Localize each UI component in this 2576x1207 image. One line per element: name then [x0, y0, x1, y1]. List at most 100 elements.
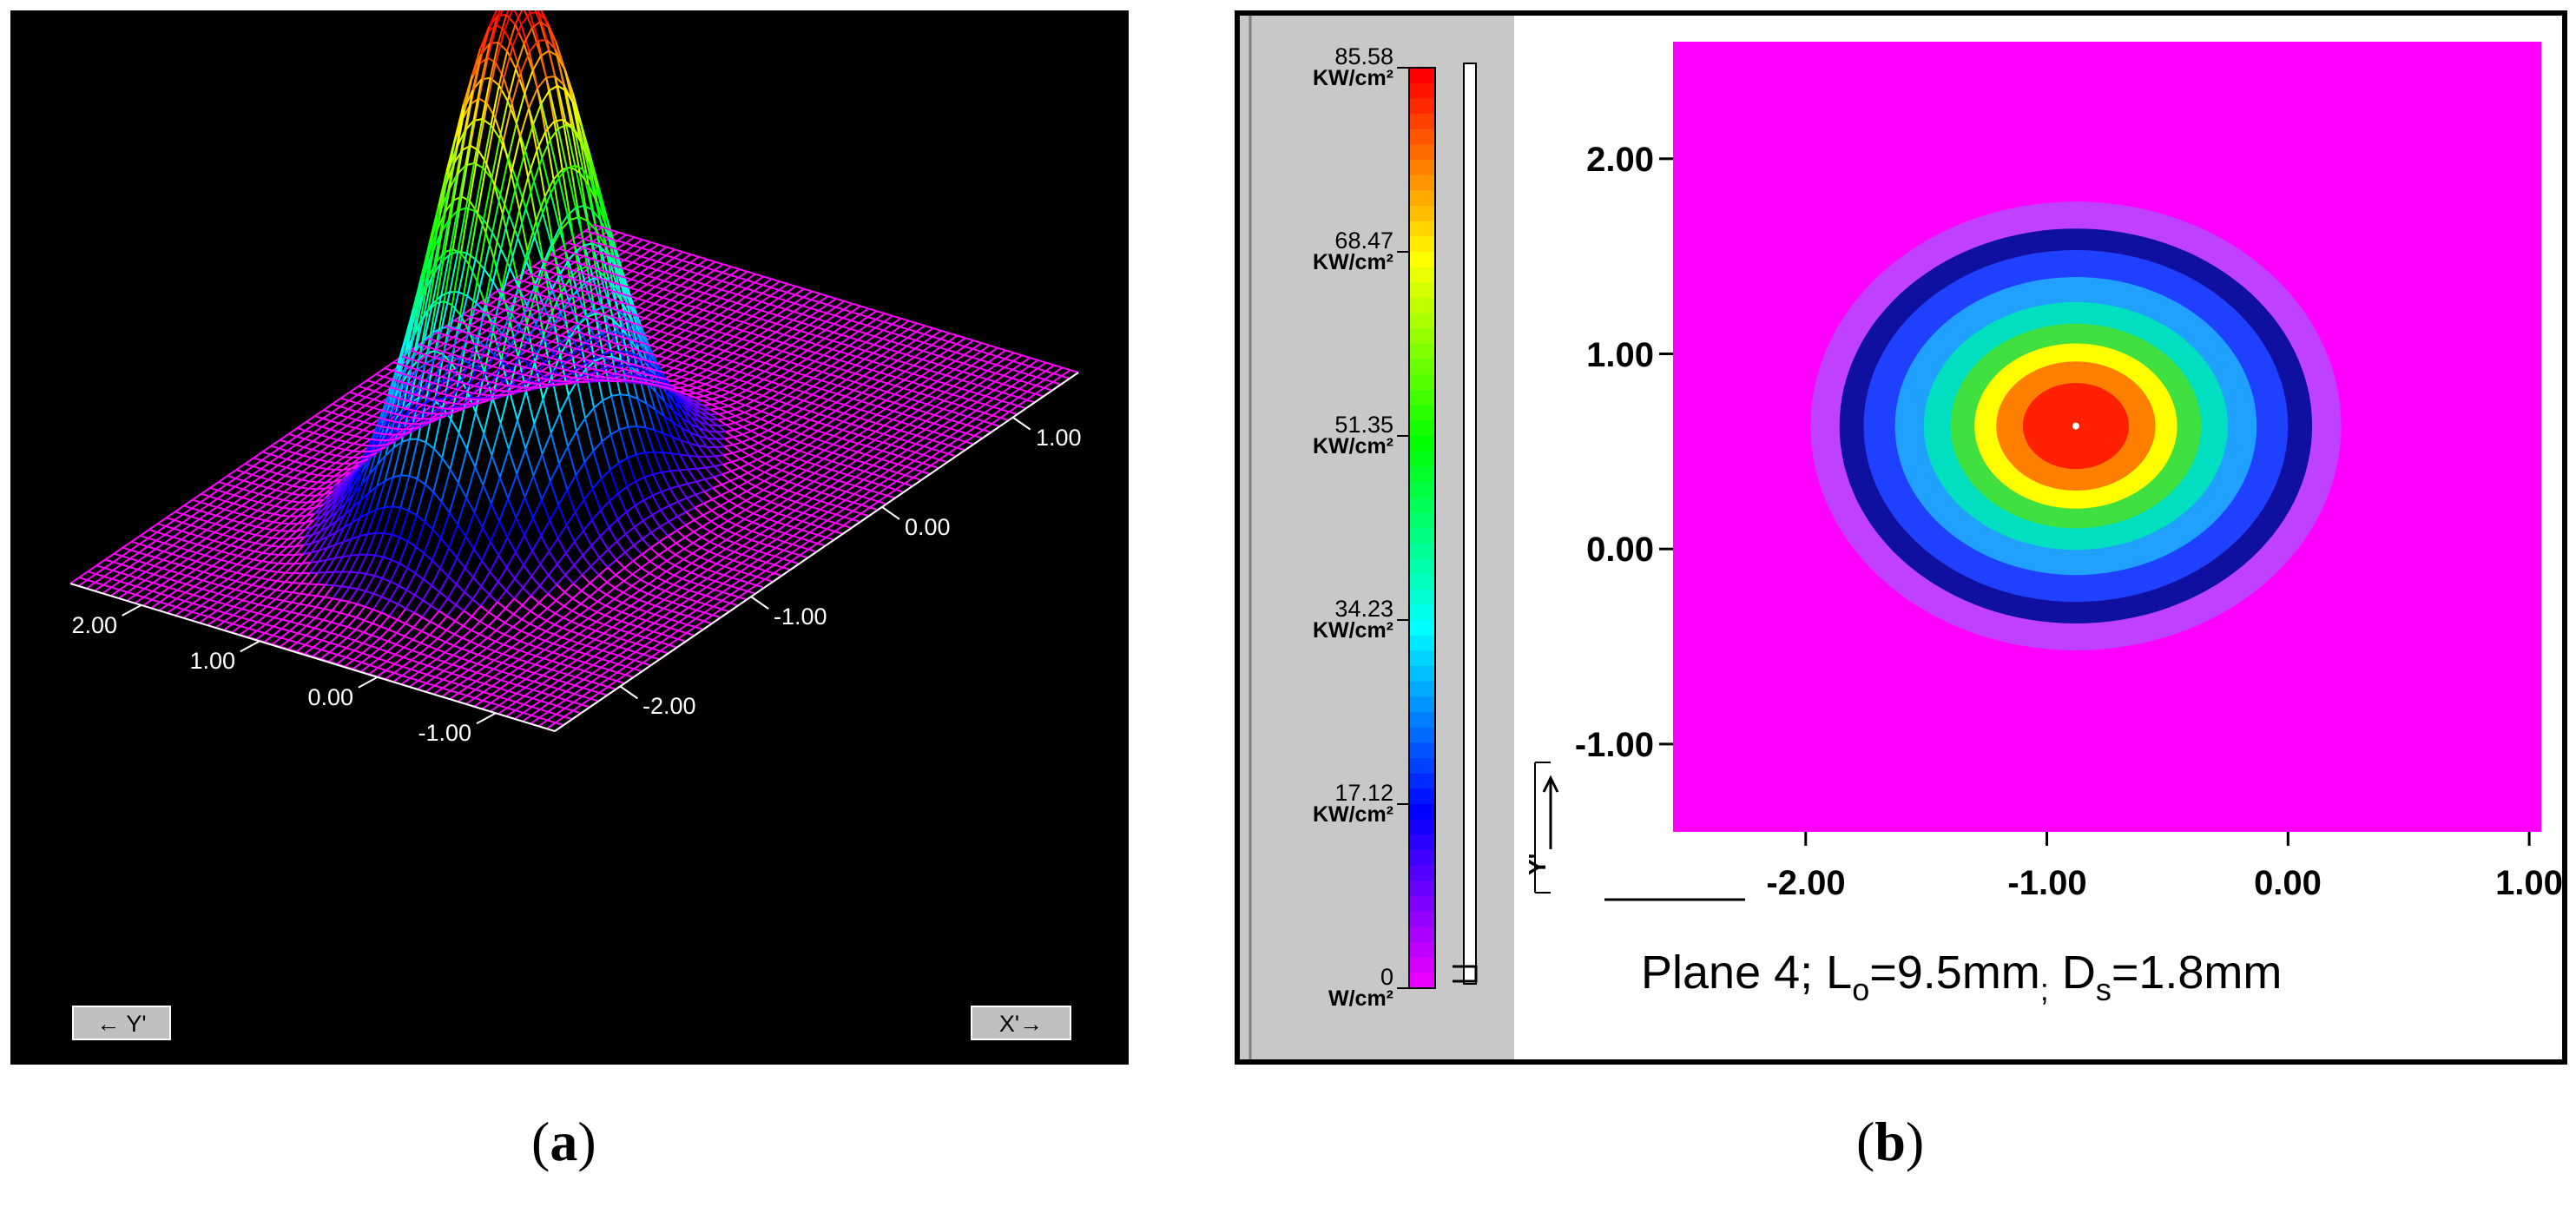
- surface-mesh-line: [316, 493, 325, 497]
- surface-mesh-line: [1012, 354, 1023, 362]
- surface-mesh-line: [670, 452, 681, 456]
- surface-mesh-line: [977, 386, 987, 395]
- surface-mesh-line: [333, 556, 344, 573]
- surface-mesh-line: [918, 394, 929, 403]
- surface-mesh-line: [737, 279, 748, 287]
- surface-mesh-line: [225, 500, 234, 505]
- surface-mesh-line: [297, 508, 308, 518]
- surface-mesh-line: [481, 527, 491, 543]
- surface-mesh-line: [269, 561, 279, 564]
- surface-mesh-line: [623, 261, 633, 270]
- surface-mesh-line: [619, 637, 629, 643]
- surface-mesh-line: [323, 597, 333, 610]
- surface-mesh-line: [741, 539, 752, 547]
- surface-mesh-line: [629, 614, 639, 619]
- surface-mesh-line: [290, 610, 300, 616]
- surface-mesh-line: [209, 584, 220, 592]
- surface-mesh-line: [336, 656, 346, 665]
- surface-mesh-line: [704, 597, 715, 605]
- surface-mesh-line: [273, 521, 282, 524]
- surface-mesh-line: [695, 383, 706, 389]
- surface-mesh-line: [758, 328, 768, 337]
- surface-mesh-line: [645, 426, 656, 432]
- surface-mesh-line: [332, 571, 343, 586]
- surface-mesh-line: [1011, 363, 1022, 371]
- surface-mesh-line: [984, 398, 995, 406]
- surface-mesh-line: [602, 643, 612, 652]
- surface-mesh-line: [878, 382, 888, 391]
- surface-mesh-line: [688, 373, 699, 380]
- surface-mesh-line: [818, 407, 828, 415]
- surface-mesh-line: [945, 377, 955, 385]
- surface-mesh-line: [452, 648, 463, 656]
- surface-mesh-line: [475, 674, 485, 683]
- surface-mesh-line: [451, 253, 462, 306]
- surface-mesh-line: [234, 472, 245, 479]
- surface-mesh-line: [155, 557, 164, 561]
- surface-mesh-line: [418, 664, 428, 673]
- surface-mesh-line: [253, 551, 264, 561]
- surface-mesh-line: [435, 252, 446, 304]
- surface-mesh-line: [661, 299, 672, 307]
- surface-mesh-line: [547, 273, 558, 281]
- surface-mesh-line: [321, 639, 331, 644]
- surface-mesh-line: [789, 355, 800, 363]
- surface-mesh-line: [459, 675, 469, 680]
- surface-mesh-line: [550, 334, 562, 343]
- surface-mesh-line: [458, 692, 467, 697]
- surface-mesh-line: [691, 342, 702, 351]
- surface-mesh-line: [471, 621, 481, 631]
- surface-mesh-line: [580, 582, 591, 592]
- surface-mesh-line: [583, 664, 594, 672]
- surface-mesh-line: [583, 687, 591, 691]
- surface-mesh-line: [304, 653, 313, 657]
- surface-mesh-line: [616, 541, 626, 553]
- surface-mesh-line: [320, 642, 331, 651]
- surface-mesh-line: [346, 617, 358, 628]
- surface-mesh-line: [629, 599, 640, 607]
- surface-mesh-line: [173, 527, 182, 532]
- surface-mesh-line: [963, 348, 973, 356]
- surface-mesh-line: [655, 271, 665, 280]
- surface-mesh-line: [537, 620, 548, 629]
- surface-mesh-line: [718, 411, 728, 415]
- surface-mesh-line: [847, 347, 858, 355]
- surface-mesh-line: [662, 610, 672, 618]
- surface-mesh-line: [938, 357, 948, 366]
- surface-mesh-line: [943, 393, 953, 402]
- surface-mesh-line: [330, 612, 341, 623]
- surface-mesh-line: [840, 336, 851, 345]
- surface-mesh-line: [662, 616, 671, 621]
- surface-mesh-line: [372, 596, 383, 610]
- surface-mesh-line: [433, 448, 443, 458]
- surface-mesh-line: [181, 516, 192, 524]
- surface-mesh-line: [665, 248, 675, 257]
- surface-mesh-line: [693, 317, 703, 326]
- surface-mesh-line: [321, 504, 332, 511]
- surface-mesh-line: [530, 714, 540, 719]
- surface-mesh-line: [842, 414, 853, 423]
- surface-mesh-line: [486, 647, 496, 652]
- surface-mesh-line: [505, 577, 516, 591]
- surface-mesh-line: [574, 511, 584, 531]
- surface-mesh-line: [485, 650, 496, 659]
- surface-mesh-line: [308, 474, 319, 483]
- surface-mesh-line: [616, 511, 627, 520]
- surface-mesh-line: [743, 307, 754, 315]
- surface-mesh-line: [743, 512, 754, 520]
- surface-mesh-line: [328, 439, 339, 447]
- surface-mesh-line: [932, 433, 942, 441]
- surface-mesh-line: [480, 585, 491, 596]
- surface-mesh-line: [479, 605, 490, 613]
- surface-mesh-line: [640, 249, 650, 258]
- surface-mesh-line: [300, 472, 311, 481]
- surface-mesh-line: [414, 572, 425, 580]
- surface-mesh-line: [752, 410, 762, 417]
- surface-mesh-line: [974, 420, 985, 429]
- surface-mesh-line: [746, 273, 756, 281]
- surface-mesh-line: [611, 355, 622, 361]
- surface-mesh-line: [252, 459, 262, 467]
- surface-mesh-line: [636, 634, 645, 639]
- surface-mesh-line: [520, 12, 531, 25]
- surface-mesh-line: [201, 492, 210, 498]
